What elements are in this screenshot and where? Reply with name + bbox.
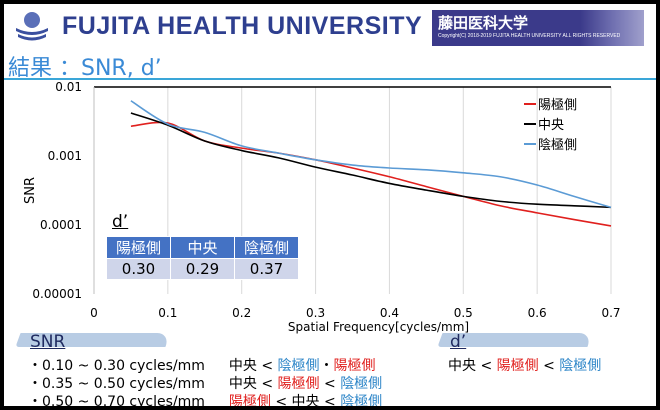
series-line-1	[130, 112, 612, 209]
x-tick-label: 0.5	[454, 306, 473, 320]
separator: ・	[319, 358, 334, 374]
separator: <	[319, 376, 341, 392]
rank-3: 陰極側	[340, 376, 383, 392]
snr-section-label: SNR	[30, 332, 66, 352]
separator: <	[319, 394, 341, 406]
y-tick-label: 0.01	[55, 80, 82, 94]
slide-title: 結果 ：SNR, d’	[8, 56, 162, 81]
university-banner: 藤田医科大学 Copyright(C) 2018-2019 FUJITA HEA…	[432, 10, 644, 46]
rank-2: 陰極側	[277, 358, 320, 374]
dprime-header-anode: 陽極側	[106, 236, 171, 259]
x-tick-label: 0.3	[306, 306, 325, 320]
rank-1: 中央	[228, 376, 257, 392]
y-tick-label: 0.001	[48, 149, 82, 163]
separator: <	[476, 358, 497, 374]
x-tick-label: 0.2	[232, 306, 251, 320]
separator: <	[538, 358, 560, 374]
dprime-value-anode: 0.30	[106, 258, 171, 280]
rank-3: 陰極側	[559, 358, 602, 374]
snr-chart: 0 0.1 0.2 0.3 0.4 0.5 0.6 0.7 0.01 0.001 0.0001 0.0…	[23, 80, 621, 334]
x-tick-label: 0.1	[158, 306, 177, 320]
dprime-table-label: d’	[112, 212, 129, 232]
copyright: Copyright(C) 2018-2019 FUJITA HEALTH UNI…	[438, 33, 621, 39]
range: ・0.50 ~ 0.70 cycles/mm	[28, 394, 205, 406]
rank-3: 陽極側	[333, 358, 376, 374]
legend-label-1: 中央	[538, 118, 564, 133]
x-tick-label: 0.4	[380, 306, 399, 320]
snr-summary-row-3: ・0.50 ~ 0.70 cycles/mm 陽極側 < 中央 < 陰極側	[28, 391, 382, 406]
rank-1: 陽極側	[228, 394, 271, 406]
dprime-section-label: d’	[450, 332, 467, 352]
dprime-value-center: 0.29	[170, 258, 235, 280]
x-tick-label: 0.6	[528, 306, 547, 320]
separator: <	[256, 376, 278, 392]
rank-2: 陽極側	[277, 376, 320, 392]
dprime-header-cathode: 陰極側	[234, 236, 299, 259]
separator: <	[256, 358, 278, 374]
dprime-summary-row: 中央 < 陽極側 < 陰極側	[448, 355, 601, 375]
rank-2: 中央	[291, 394, 320, 406]
university-logo-icon	[16, 12, 48, 41]
x-tick-label: 0.7	[601, 306, 620, 320]
y-axis-label: SNR	[23, 177, 38, 204]
legend-label-2: 陰極側	[538, 137, 577, 153]
series-line-2	[130, 100, 612, 209]
rank-2: 陽極側	[496, 358, 539, 374]
dprime-value-cathode: 0.37	[234, 258, 299, 280]
range: ・0.35 ~ 0.50 cycles/mm	[28, 376, 205, 392]
banner-japanese-name: 藤田医科大学	[438, 14, 529, 32]
snr-summary-row-1: ・0.10 ~ 0.30 cycles/mm 中央 < 陰極側・陽極側	[28, 355, 376, 375]
snr-summary-row-2: ・0.35 ~ 0.50 cycles/mm 中央 < 陽極側 < 陰極側	[28, 373, 382, 393]
slide: FUJITA HEALTH UNIVERSITY 藤田医科大学 Copyrigh…	[4, 4, 656, 406]
university-name: FUJITA HEALTH UNIVERSITY	[62, 12, 423, 40]
x-axis-label: Spatial Frequency[cycles/mm]	[288, 320, 469, 334]
rank-1: 中央	[228, 358, 257, 374]
dprime-header-center: 中央	[170, 236, 235, 259]
rank-1: 中央	[448, 358, 476, 374]
title-divider	[4, 78, 656, 80]
y-tick-label: 0.0001	[40, 218, 82, 232]
y-tick-label: 0.00001	[32, 287, 82, 301]
legend-label-0: 陽極側	[538, 97, 577, 113]
dprime-table: 陽極側 中央 陰極側 0.30 0.29 0.37	[106, 236, 299, 280]
range: ・0.10 ~ 0.30 cycles/mm	[28, 358, 205, 374]
x-tick-label: 0	[90, 306, 98, 320]
rank-3: 陰極側	[340, 394, 383, 406]
separator: <	[270, 394, 292, 406]
